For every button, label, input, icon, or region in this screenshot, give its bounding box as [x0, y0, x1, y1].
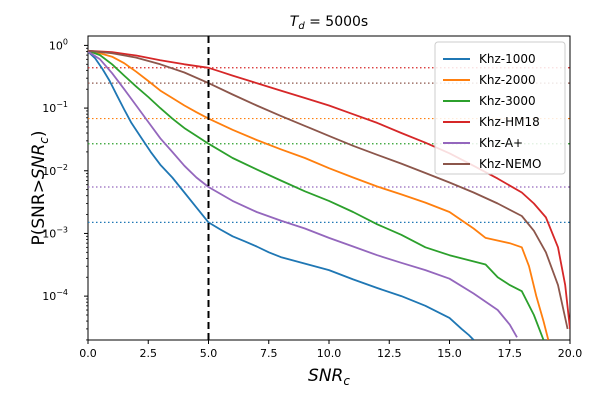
y-tick-label-1: 10−1: [42, 100, 68, 115]
series-line-5: [88, 49, 569, 330]
series-line-0: [88, 50, 475, 340]
x-tick-label-5: 12.5: [377, 347, 402, 360]
x-tick-label-2: 5.0: [200, 347, 218, 360]
x-tick-label-0: 0.0: [79, 347, 97, 360]
y-tick-label-0: 100: [49, 37, 68, 52]
x-tick-label-7: 17.5: [498, 347, 523, 360]
series-lines: [88, 49, 570, 340]
legend: Khz-1000 Khz-2000 Khz-3000 Khz-HM18 Khz-A+ Kh…: [434, 41, 566, 175]
x-tick-label-3: 7.5: [260, 347, 278, 360]
x-tick-label-8: 20.0: [558, 347, 583, 360]
legend-label-1: Khz-2000: [479, 73, 536, 87]
x-axis-label: SNRc: [308, 366, 350, 388]
x-axis: 0.0 2.5 5.0 7.5 10.0 12.5 15.0 17.5 20.0: [79, 340, 582, 360]
x-tick-label-6: 15.0: [437, 347, 462, 360]
series-line-1: [88, 49, 550, 340]
y-axis-label: P(SNR>SNRc): [29, 130, 51, 245]
chart-title: Td = 5000s: [290, 14, 368, 32]
legend-label-4: Khz-A+: [479, 136, 523, 150]
y-tick-label-4: 10−4: [42, 288, 68, 303]
legend-label-0: Khz-1000: [479, 52, 536, 66]
series-line-2: [88, 49, 545, 340]
x-tick-label-4: 10.0: [317, 347, 342, 360]
legend-label-3: Khz-HM18: [479, 115, 540, 129]
legend-box: [434, 41, 566, 175]
legend-label-2: Khz-3000: [479, 94, 536, 108]
series-line-3: [88, 49, 570, 329]
x-tick-label-1: 2.5: [140, 347, 158, 360]
series-line-4: [88, 50, 518, 338]
legend-label-5: Khz-NEMO: [479, 157, 541, 171]
